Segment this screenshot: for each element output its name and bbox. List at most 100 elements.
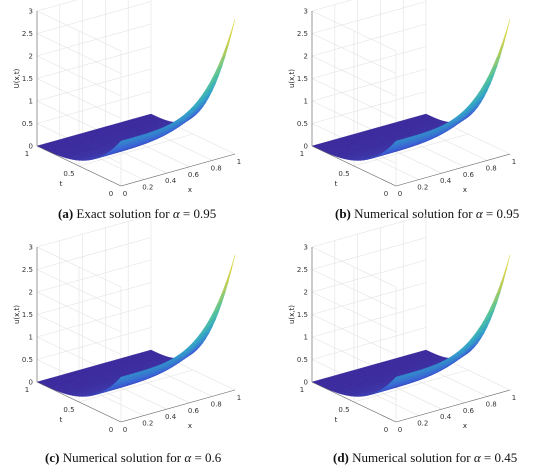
t-tick-label: 0: [384, 190, 388, 198]
z-axis-label: U(x,t): [13, 68, 21, 88]
x-tick-label: 0.6: [463, 407, 475, 415]
surface-cell: [227, 18, 236, 46]
axes: [311, 11, 511, 187]
caption-b: (b) Numerical solution for α = 0.95: [335, 206, 519, 222]
caption-text-b: Numerical solution for: [354, 206, 473, 221]
z-tick-label: 0: [304, 379, 308, 387]
caption-c: (c) Numerical solution for α = 0.6: [45, 450, 221, 466]
x-tick-label: 0.2: [142, 420, 153, 428]
z-tick-label: 3: [304, 244, 308, 252]
surface-cell: [502, 254, 511, 282]
x-tick-label: 0.8: [486, 400, 497, 408]
surface-cell: [227, 254, 236, 282]
t-tick-label: 0.5: [63, 406, 74, 414]
x-axis-line: [395, 153, 511, 187]
z-tick-label: 0.5: [22, 356, 33, 364]
z-tick-label: 0: [304, 143, 308, 151]
t-axis-line: [36, 381, 122, 423]
z-tick-label: 0: [29, 143, 33, 151]
z-tick-label: 1.5: [297, 311, 308, 319]
x-tick-label: 0: [398, 426, 402, 434]
x-tick-label: 0.8: [486, 164, 497, 172]
t-tick-label: 0.5: [338, 170, 349, 178]
x-tick-label: 1: [512, 394, 516, 402]
z-tick-label: 2: [304, 53, 308, 61]
z-axis-label: u(x,t): [288, 69, 296, 88]
x-tick-label: 0.4: [440, 177, 452, 185]
surface-plot-a: 0 0.2 0.4 0.6 0.8 1 1 0.5 0 0 0.5 1 1.5 2 2.5 3 x t U(x,t): [13, 0, 241, 198]
caption-eq-a: = 0.95: [182, 206, 217, 221]
axes: [36, 247, 236, 423]
caption-a: (a) Exact solution for α = 0.95: [58, 206, 216, 222]
surface-cell: [222, 33, 231, 57]
surface-mesh: [311, 18, 511, 161]
t-tick-label: 0.5: [338, 406, 349, 414]
z-tick-label: 1.5: [22, 75, 33, 83]
panel-b: 0 0.2 0.4 0.6 0.8 1 1 0.5 0 0 0.5 1 1.5 2 2.5 3 x t u(x,t)…: [275, 0, 550, 236]
axes: [36, 11, 236, 187]
z-tick-label: 1: [304, 98, 308, 106]
z-tick-label: 1.5: [22, 311, 33, 319]
z-tick-label: 3: [29, 8, 33, 16]
surface-cell: [222, 269, 231, 293]
t-axis-line: [36, 145, 122, 187]
t-tick-label: 1: [300, 386, 304, 394]
t-axis-line: [311, 381, 397, 423]
t-axis-label: t: [60, 416, 63, 424]
panel-a: 0 0.2 0.4 0.6 0.8 1 1 0.5 0 0 0.5 1 1.5 2 2.5 3 x t U(x,t)…: [0, 0, 275, 236]
x-axis-line: [395, 389, 511, 423]
z-tick-label: 2.5: [297, 30, 308, 38]
z-tick-label: 1: [304, 334, 308, 342]
x-tick-label: 0.2: [417, 420, 428, 428]
x-tick-label: 0.2: [142, 184, 153, 192]
z-tick-label: 1: [29, 98, 33, 106]
x-axis-label: x: [463, 422, 467, 430]
caption-alpha-d: α: [473, 450, 481, 465]
x-axis-label: x: [463, 186, 467, 194]
x-tick-label: 0.6: [188, 171, 200, 179]
caption-tag-d: (d): [333, 450, 349, 465]
z-axis-label: u(x,t): [13, 305, 21, 324]
t-tick-label: 1: [300, 150, 304, 158]
z-tick-label: 0.5: [22, 120, 33, 128]
axes: [311, 247, 511, 423]
surface-plot-c: 0 0.2 0.4 0.6 0.8 1 1 0.5 0 0 0.5 1 1.5 2 2.5 3 x t u(x,t): [13, 214, 241, 434]
t-tick-label: 0.5: [63, 170, 74, 178]
x-tick-label: 0.4: [165, 413, 177, 421]
x-axis-line: [120, 153, 236, 187]
surface-cell: [497, 33, 506, 57]
t-tick-label: 0: [109, 426, 113, 434]
x-tick-label: 0.4: [440, 413, 452, 421]
panel-c: 0 0.2 0.4 0.6 0.8 1 1 0.5 0 0 0.5 1 1.5 2 2.5 3 x t u(x,t)…: [0, 214, 275, 472]
caption-text-a: Exact solution for: [76, 206, 170, 221]
z-tick-label: 0.5: [297, 356, 308, 364]
panel-d: 0 0.2 0.4 0.6 0.8 1 1 0.5 0 0 0.5 1 1.5 2 2.5 3 x t u(x,t)…: [275, 214, 550, 472]
caption-tag-b: (b): [335, 206, 351, 221]
z-tick-label: 0: [29, 379, 33, 387]
x-axis-label: x: [188, 422, 192, 430]
z-tick-label: 0.5: [297, 120, 308, 128]
x-tick-label: 0: [123, 426, 127, 434]
caption-eq-b: = 0.95: [485, 206, 520, 221]
z-axis-label: u(x,t): [288, 305, 296, 324]
x-tick-label: 0.8: [211, 164, 222, 172]
t-tick-label: 1: [25, 150, 29, 158]
x-tick-label: 0: [398, 190, 402, 198]
caption-alpha-c: α: [184, 450, 192, 465]
x-tick-label: 0.4: [165, 177, 177, 185]
z-tick-label: 2.5: [22, 30, 33, 38]
z-tick-label: 3: [29, 244, 33, 252]
x-tick-label: 1: [237, 394, 241, 402]
caption-tag-a: (a): [58, 206, 74, 221]
x-tick-label: 0.2: [417, 184, 428, 192]
t-axis-label: t: [60, 180, 63, 188]
z-tick-label: 1.5: [297, 75, 308, 83]
t-axis-label: t: [335, 180, 338, 188]
t-tick-label: 0: [109, 190, 113, 198]
z-tick-label: 2.5: [22, 266, 33, 274]
x-tick-label: 0: [123, 190, 127, 198]
caption-alpha-a: α: [172, 206, 180, 221]
t-axis-label: t: [335, 416, 338, 424]
x-axis-line: [120, 389, 236, 423]
surface-plot-b: 0 0.2 0.4 0.6 0.8 1 1 0.5 0 0 0.5 1 1.5 2 2.5 3 x t u(x,t): [288, 0, 516, 198]
